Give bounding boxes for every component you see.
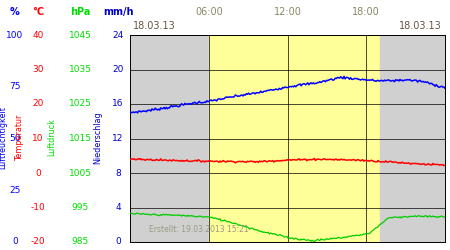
Text: %: % <box>10 7 20 17</box>
Text: hPa: hPa <box>70 7 90 17</box>
Text: 995: 995 <box>72 203 89 212</box>
Text: 0: 0 <box>12 238 18 246</box>
Text: -20: -20 <box>31 238 45 246</box>
Text: 1005: 1005 <box>68 168 91 177</box>
Text: Niederschlag: Niederschlag <box>94 111 103 164</box>
Text: 4: 4 <box>115 203 121 212</box>
Text: 0: 0 <box>115 238 121 246</box>
Text: Luftdruck: Luftdruck <box>48 118 57 156</box>
Text: 06:00: 06:00 <box>195 7 223 17</box>
Text: 40: 40 <box>32 30 44 40</box>
Text: 18.03.13: 18.03.13 <box>399 21 442 31</box>
Text: 0: 0 <box>35 168 41 177</box>
Text: 25: 25 <box>9 186 21 195</box>
Text: 20: 20 <box>32 100 44 108</box>
Text: 10: 10 <box>32 134 44 143</box>
Text: Erstellt: 19.03.2013 15:21: Erstellt: 19.03.2013 15:21 <box>149 225 249 234</box>
Text: °C: °C <box>32 7 44 17</box>
Text: Temperatur: Temperatur <box>15 114 24 161</box>
Text: 18:00: 18:00 <box>352 7 380 17</box>
Text: 100: 100 <box>6 30 23 40</box>
Text: 24: 24 <box>112 30 124 40</box>
Text: 20: 20 <box>112 65 124 74</box>
Text: 12:00: 12:00 <box>274 7 302 17</box>
Text: Luftfeuchtigkeit: Luftfeuchtigkeit <box>0 106 8 169</box>
Bar <box>209 35 380 242</box>
Text: 75: 75 <box>9 82 21 91</box>
Text: 8: 8 <box>115 168 121 177</box>
Text: 12: 12 <box>112 134 124 143</box>
Bar <box>130 35 209 242</box>
Text: 18.03.13: 18.03.13 <box>133 21 176 31</box>
Text: 30: 30 <box>32 65 44 74</box>
Text: 1035: 1035 <box>68 65 91 74</box>
Text: -10: -10 <box>31 203 45 212</box>
Text: 985: 985 <box>72 238 89 246</box>
Text: 50: 50 <box>9 134 21 143</box>
Text: 16: 16 <box>112 100 124 108</box>
Bar <box>380 35 445 242</box>
Text: 1045: 1045 <box>68 30 91 40</box>
Text: 1025: 1025 <box>68 100 91 108</box>
Text: 1015: 1015 <box>68 134 91 143</box>
Text: mm/h: mm/h <box>103 7 133 17</box>
